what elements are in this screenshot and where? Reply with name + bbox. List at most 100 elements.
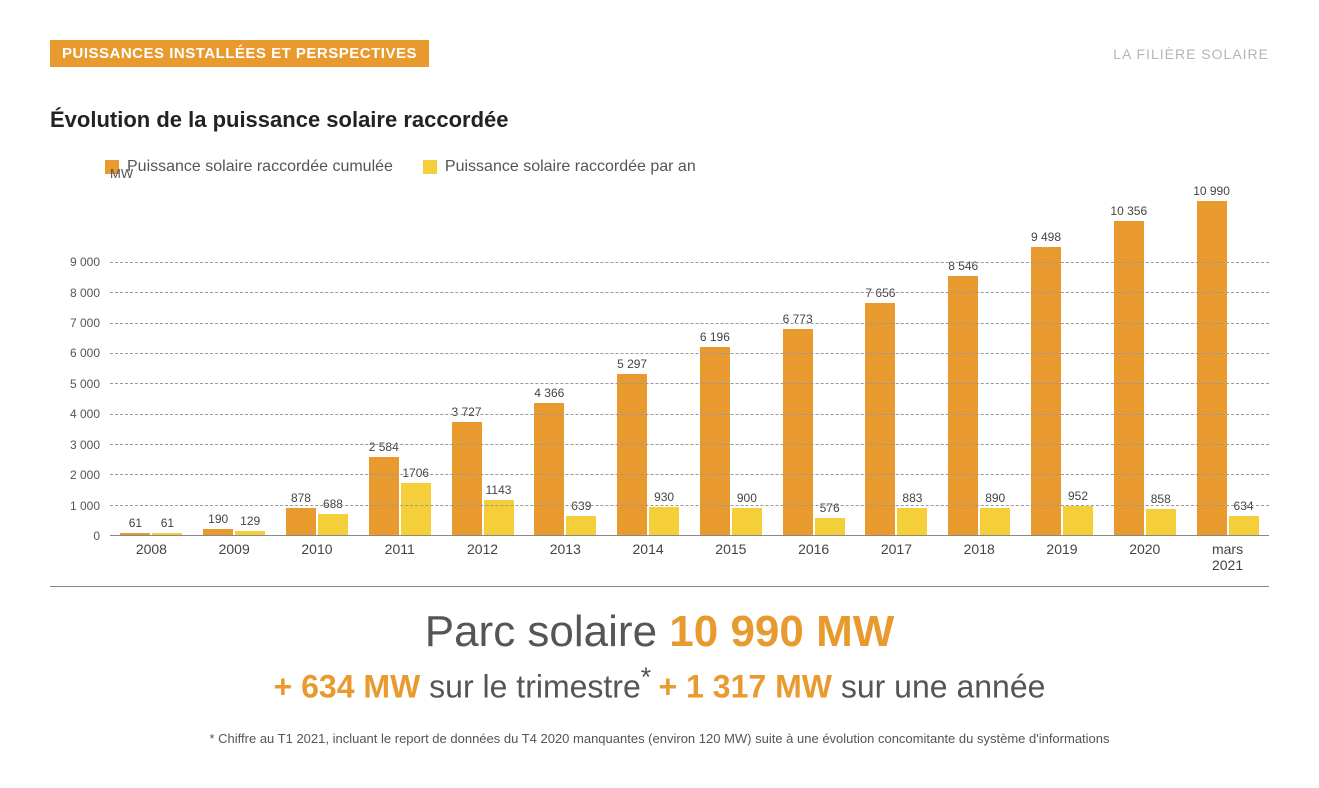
- legend-label: Puissance solaire raccordée cumulée: [127, 158, 393, 176]
- chart-area: MW 01 0002 0003 0004 0005 0006 0007 0008…: [50, 186, 1269, 566]
- grid-line: [110, 323, 1269, 324]
- bar-group: 3 7271143: [452, 186, 514, 535]
- grid-line: [110, 444, 1269, 445]
- bar-par_an: 890: [980, 508, 1010, 535]
- summary-line1-pre: Parc solaire: [425, 607, 670, 656]
- x-tick-label: 2020: [1114, 541, 1176, 566]
- bar-value-label: 5 297: [617, 357, 647, 371]
- bar-par_an: 930: [649, 507, 679, 535]
- bar-value-label: 6 773: [783, 312, 813, 326]
- legend-item: Puissance solaire raccordée par an: [423, 158, 696, 176]
- bar-group: 6 773 576: [783, 186, 845, 535]
- summary-line2-hl2: + 1 317 MW: [659, 669, 841, 705]
- bar-par_an: 576: [815, 518, 845, 535]
- summary-line2-t2: sur une année: [841, 669, 1046, 705]
- legend-label: Puissance solaire raccordée par an: [445, 158, 696, 176]
- bar-par_an: 883: [897, 508, 927, 535]
- bar-par_an: 858: [1146, 509, 1176, 535]
- y-tick-label: 4 000: [70, 407, 100, 421]
- legend-item: Puissance solaire raccordée cumulée: [105, 158, 393, 176]
- x-tick-label: 2015: [700, 541, 762, 566]
- x-axis-labels: 2008200920102011201220132014201520162017…: [110, 541, 1269, 566]
- bar-value-label: 8 546: [948, 259, 978, 273]
- x-tick-label: 2018: [948, 541, 1010, 566]
- x-tick-label: 2014: [617, 541, 679, 566]
- bar-par_an: 688: [318, 514, 348, 535]
- bar-value-label: 61: [161, 516, 174, 530]
- x-tick-label: 2019: [1031, 541, 1093, 566]
- bar-cumulee: 10 990: [1197, 201, 1227, 535]
- y-tick-label: 0: [93, 529, 100, 543]
- plot-area: 61611901298786882 58417063 72711434 3666…: [110, 186, 1269, 536]
- bar-value-label: 878: [291, 491, 311, 505]
- x-tick-label: 2013: [534, 541, 596, 566]
- chart-legend: Puissance solaire raccordée cumulée Puiss…: [105, 158, 1269, 176]
- bar-par_an: 952: [1063, 506, 1093, 535]
- bar-value-label: 930: [654, 490, 674, 504]
- bar-group: 190129: [203, 186, 265, 535]
- summary-line2-t1: sur le trimestre: [429, 669, 641, 705]
- bar-cumulee: 7 656: [865, 303, 895, 535]
- bars-container: 61611901298786882 58417063 72711434 3666…: [110, 186, 1269, 535]
- header-row: PUISSANCES INSTALLÉES ET PERSPECTIVES LA…: [50, 40, 1269, 67]
- x-tick-label: 2011: [369, 541, 431, 566]
- bar-cumulee: 4 366: [534, 403, 564, 535]
- bar-par_an: 634: [1229, 516, 1259, 535]
- bar-value-label: 952: [1068, 489, 1088, 503]
- grid-line: [110, 505, 1269, 506]
- x-tick-label: 2012: [452, 541, 514, 566]
- bar-group: 10 356858: [1114, 186, 1176, 535]
- bar-group: 2 5841706: [369, 186, 431, 535]
- bar-value-label: 890: [985, 491, 1005, 505]
- y-tick-label: 2 000: [70, 468, 100, 482]
- bar-value-label: 2 584: [369, 440, 399, 454]
- bar-group: 4 366639: [534, 186, 596, 535]
- summary-line-1: Parc solaire 10 990 MW: [50, 607, 1269, 657]
- bar-group: 5 297 930: [617, 186, 679, 535]
- x-tick-label: 2009: [203, 541, 265, 566]
- bar-value-label: 900: [737, 491, 757, 505]
- bar-value-label: 10 990: [1193, 184, 1230, 198]
- summary-line1-hl: 10 990 MW: [669, 607, 894, 656]
- bar-par_an: 639: [566, 516, 596, 535]
- y-tick-label: 9 000: [70, 255, 100, 269]
- grid-line: [110, 474, 1269, 475]
- bar-cumulee: 878: [286, 508, 316, 535]
- bar-par_an: 900: [732, 508, 762, 535]
- x-tick-label: 2017: [865, 541, 927, 566]
- bar-value-label: 883: [902, 491, 922, 505]
- bar-cumulee: 2 584: [369, 457, 399, 535]
- bar-cumulee: 61: [120, 533, 150, 535]
- bar-par_an: 129: [235, 531, 265, 535]
- summary-line2-hl1: + 634 MW: [274, 669, 430, 705]
- bar-value-label: 61: [129, 516, 142, 530]
- bar-group: 7 656883: [865, 186, 927, 535]
- grid-line: [110, 292, 1269, 293]
- bar-cumulee: 190: [203, 529, 233, 535]
- bar-value-label: 634: [1234, 499, 1254, 513]
- x-tick-label: mars 2021: [1197, 541, 1259, 566]
- x-tick-label: 2008: [120, 541, 182, 566]
- summary-line-2: + 634 MW sur le trimestre* + 1 317 MW su…: [50, 662, 1269, 706]
- top-right-label: LA FILIÈRE SOLAIRE: [1113, 46, 1269, 62]
- bar-value-label: 3 727: [452, 405, 482, 419]
- y-tick-label: 3 000: [70, 438, 100, 452]
- footnote-text: * Chiffre au T1 2021, incluant le report…: [50, 731, 1269, 746]
- section-badge: PUISSANCES INSTALLÉES ET PERSPECTIVES: [50, 40, 429, 67]
- divider-line: [50, 586, 1269, 587]
- y-tick-label: 5 000: [70, 377, 100, 391]
- grid-line: [110, 262, 1269, 263]
- bar-value-label: 10 356: [1110, 204, 1147, 218]
- bar-par_an: 61: [152, 533, 182, 535]
- bar-cumulee: 3 727: [452, 422, 482, 535]
- y-axis: 01 0002 0003 0004 0005 0006 0007 0008 00…: [50, 186, 105, 536]
- bar-group: 8 546 890: [948, 186, 1010, 535]
- y-tick-label: 7 000: [70, 316, 100, 330]
- bar-value-label: 129: [240, 514, 260, 528]
- y-axis-label: MW: [110, 166, 133, 181]
- summary-block: Parc solaire 10 990 MW + 634 MW sur le t…: [50, 607, 1269, 706]
- bar-group: 6161: [120, 186, 182, 535]
- bar-cumulee: 6 196: [700, 347, 730, 535]
- bar-value-label: 6 196: [700, 330, 730, 344]
- bar-group: 10 990634: [1197, 186, 1259, 535]
